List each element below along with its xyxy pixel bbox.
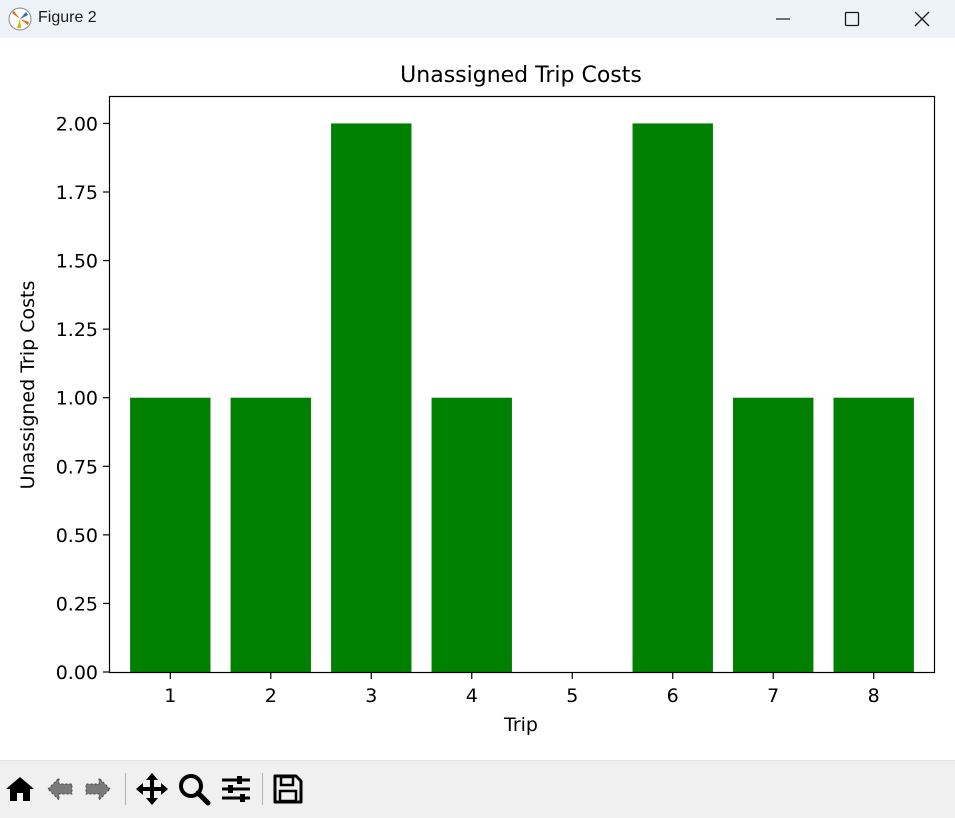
home-button[interactable]	[2, 771, 38, 807]
pan-icon	[136, 773, 168, 805]
minimize-icon	[776, 18, 790, 20]
configure-subplots-icon	[222, 776, 250, 802]
y-axis-label: Unassigned Trip Costs	[17, 281, 39, 490]
x-tick-label: 5	[566, 685, 578, 707]
window-title: Figure 2	[38, 9, 97, 26]
matplotlib-logo-icon	[8, 7, 32, 31]
forward-button[interactable]	[80, 771, 116, 807]
bar-trip-7	[733, 397, 814, 672]
configure-subplots-button[interactable]	[218, 771, 254, 807]
plot-frame	[108, 95, 936, 674]
bar-trip-1	[130, 397, 211, 672]
y-tick-label: 0.25	[56, 593, 98, 615]
x-tick-label: 1	[164, 685, 176, 707]
y-tick-label: 1.50	[56, 251, 98, 273]
x-tick-label: 6	[667, 685, 679, 707]
close-button[interactable]	[887, 0, 955, 38]
chart-title: Unassigned Trip Costs	[400, 63, 642, 88]
bar-trip-3	[331, 123, 412, 672]
x-tick-label: 7	[767, 685, 779, 707]
zoom-icon	[179, 774, 211, 806]
bar-trip-4	[431, 397, 512, 672]
toolbar-separator	[262, 773, 263, 805]
back-arrow-icon	[47, 776, 73, 802]
y-tick-label: 1.25	[56, 319, 98, 341]
y-axis-ticks: 0.00 0.25 0.50 0.75 1.00 1.25 1.50 1.75 2.00	[56, 113, 110, 684]
back-button[interactable]	[42, 771, 78, 807]
bar-trip-6	[632, 123, 713, 672]
forward-arrow-icon	[85, 776, 111, 802]
save-button[interactable]	[270, 771, 306, 807]
x-tick-label: 8	[868, 685, 880, 707]
figure-canvas: Unassigned Trip Costs 0.00 0.25 0.50 0.75 1.…	[0, 38, 955, 760]
x-axis-ticks: 1 2 3 4 5 6 7 8	[164, 672, 880, 707]
zoom-button[interactable]	[176, 771, 212, 807]
minimize-button[interactable]	[748, 0, 818, 38]
y-tick-label: 0.00	[56, 662, 98, 684]
y-tick-label: 1.75	[56, 182, 98, 204]
y-tick-label: 2.00	[56, 113, 98, 135]
y-tick-label: 1.00	[56, 388, 98, 410]
navigation-toolbar	[0, 760, 955, 818]
toolbar-separator	[125, 773, 126, 805]
bar-trip-8	[833, 397, 914, 672]
pan-button[interactable]	[134, 771, 170, 807]
y-tick-label: 0.50	[56, 525, 98, 547]
save-icon	[273, 774, 303, 804]
maximize-button[interactable]	[817, 0, 887, 38]
maximize-icon	[844, 11, 860, 27]
x-tick-label: 2	[265, 685, 277, 707]
bar-trip-2	[230, 397, 311, 672]
x-axis-label: Trip	[503, 714, 538, 736]
x-tick-label: 4	[466, 685, 478, 707]
close-icon	[914, 11, 930, 27]
x-tick-label: 3	[365, 685, 377, 707]
window-titlebar: Figure 2	[0, 0, 955, 38]
bars-group	[130, 123, 914, 672]
y-tick-label: 0.75	[56, 456, 98, 478]
bar-chart: Unassigned Trip Costs 0.00 0.25 0.50 0.75 1.…	[17, 63, 936, 736]
home-icon	[6, 777, 34, 801]
